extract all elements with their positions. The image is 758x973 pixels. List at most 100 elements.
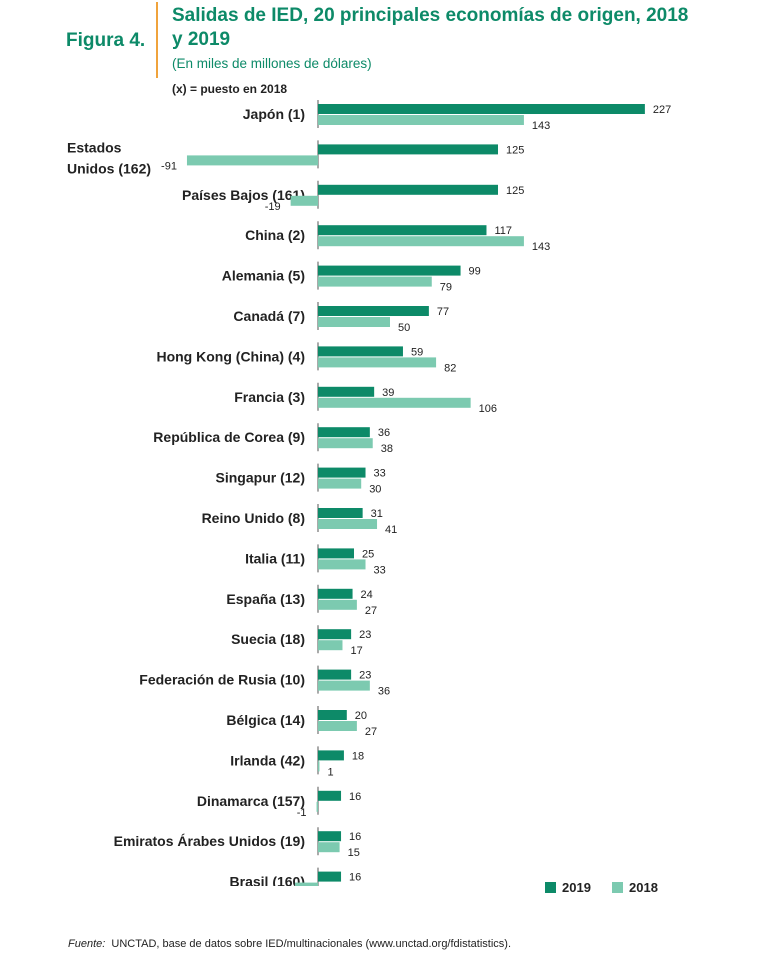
value-label-2018: 143 [532,241,550,253]
bar-2019 [318,669,352,680]
value-label-2019: 117 [494,225,512,237]
bar-2018 [186,155,318,166]
bar-2018 [318,599,357,610]
value-label-2018: 15 [348,847,360,859]
value-label-2019: 23 [359,629,371,641]
figure-label: Figura 4. [66,30,146,51]
bar-2019 [318,184,498,195]
legend-2019: 2019 [545,880,591,895]
bar-2018 [318,357,437,368]
value-label-2018: 143 [532,120,550,132]
category-label: Reino Unido (8) [202,510,305,526]
category-label: China (2) [245,227,305,243]
bar-2018 [318,761,320,772]
bar-2018 [318,317,390,327]
value-label-2019: 24 [361,589,373,601]
bar-2019 [318,548,354,559]
bar-2019 [318,467,366,478]
value-label-2019: 36 [378,427,390,439]
bar-2018 [318,478,362,489]
value-label-2019: 125 [506,144,524,156]
value-label-2019: 39 [382,387,394,399]
bar-2018 [318,438,373,449]
bar-2018 [316,801,318,812]
value-label-2018: -91 [161,160,177,172]
chart-subtitle: (En miles de millones de dólares) [172,56,372,71]
value-label-2019: 23 [359,670,371,682]
value-label-2019: 77 [437,306,449,318]
bar-2019 [318,427,370,438]
bar-2019 [318,750,344,761]
bar-2019 [318,831,342,842]
bar-2018 [318,842,340,853]
value-label-2018: 41 [385,524,397,536]
value-label-2019: 16 [349,831,361,843]
category-label: Hong Kong (China) (4) [156,348,305,364]
value-label-2018: 106 [479,403,497,415]
bar-2018 [318,680,370,691]
value-label-2019: 33 [374,468,386,480]
value-label-2018: 36 [378,686,390,698]
category-label: Irlanda (42) [230,752,305,768]
value-label-2018: 27 [365,726,377,738]
source-label: Fuente: [68,938,106,950]
value-label-2018: 82 [444,362,456,374]
bar-2018 [318,721,357,731]
chart-title: Salidas de IED, 20 principales economías… [172,5,689,50]
category-label: Alemania (5) [222,268,305,284]
category-label: Federación de Rusia (10) [139,672,305,688]
bar-2019 [318,144,498,155]
bar-2019 [318,790,342,801]
bar-2019 [318,306,429,316]
bar-2019 [318,508,363,518]
bar-2018 [294,882,318,886]
value-label-2018: -19 [265,201,281,213]
value-label-2018: 33 [374,564,386,576]
category-label: República de Corea (9) [153,429,305,445]
value-label-2018: 30 [369,484,381,496]
bar-2019 [318,386,375,397]
value-label-2018: 50 [398,322,410,334]
value-label-2019: 16 [349,872,361,884]
value-label-2019: 227 [653,104,671,116]
category-label: Emiratos Árabes Unidos (19) [114,833,305,849]
bar-2018 [290,195,318,206]
value-label-2018: 17 [350,645,362,657]
source-note: Fuente: UNCTAD, base de datos sobre IED/… [68,938,511,950]
bar-2019 [318,225,487,236]
category-label: Brasil (160) [230,874,305,886]
bar-2019 [318,629,352,640]
legend-2018: 2018 [612,880,658,895]
legend-2019-label: 2019 [562,880,591,895]
bar-2018 [318,519,378,529]
value-label-2018: 1 [327,766,333,778]
legend-2018-label: 2018 [629,880,658,895]
title-divider [156,2,158,78]
bar-2018 [318,397,471,408]
value-label-2019: 20 [355,710,367,722]
bar-2019 [318,346,403,357]
category-label: Francia (3) [234,389,305,405]
bar-2018 [318,559,366,570]
category-label: Países Bajos (161) [182,187,305,203]
category-label: Canadá (7) [233,308,305,324]
bar-2019 [318,265,461,276]
value-label-2018: -1 [297,807,307,819]
bar-2019 [318,871,342,882]
legend-2019-swatch [545,882,556,893]
bar-2019 [318,588,353,599]
bar-2019 [318,104,645,114]
category-label: Suecia (18) [231,631,305,647]
bar-2018 [318,115,524,125]
legend-2018-swatch [612,882,623,893]
bar-2018 [318,276,432,287]
value-label-2018: 79 [440,282,452,294]
category-label: Italia (11) [245,550,305,566]
value-label-2019: 18 [352,750,364,762]
value-label-2018: 27 [365,605,377,617]
bar-2018 [318,640,343,651]
value-label-2019: 31 [371,508,383,520]
category-label: Bélgica (14) [226,712,305,728]
source-text: UNCTAD, base de datos sobre IED/multinac… [111,938,512,950]
